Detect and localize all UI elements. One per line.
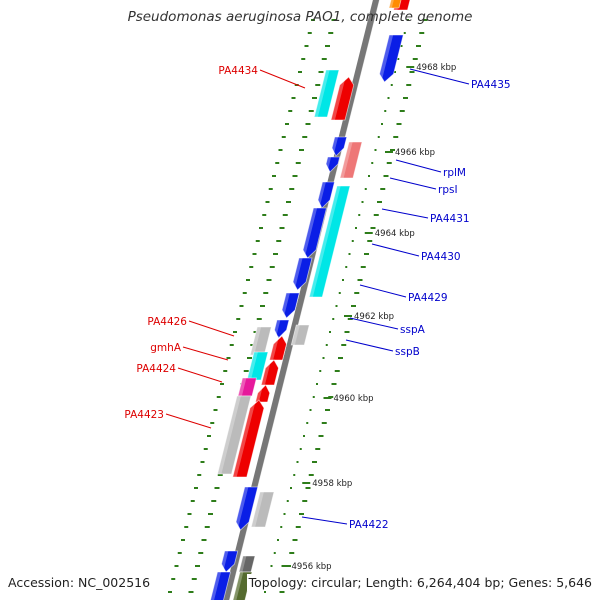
feature-blue-e-highlight — [219, 551, 229, 572]
leader-line — [345, 339, 394, 352]
feature-pa4424-highlight — [238, 378, 247, 396]
feature-pa4429-highlight — [280, 293, 290, 318]
feature-pa4434-highlight — [331, 77, 346, 120]
feature-pa4422[interactable] — [250, 491, 275, 528]
feature-red-b-highlight — [261, 360, 272, 385]
map-title: Pseudomonas aeruginosa PAO1, complete ge… — [127, 9, 473, 25]
feature-labels: PA4435 rplM rpsI PA4431 PA4430 PA4429 sspA sspB… — [124, 65, 510, 531]
gene-label-rpsi[interactable]: rpsI — [438, 184, 458, 196]
feature-pa4430[interactable] — [308, 185, 351, 298]
gene-label-pa4435[interactable]: PA4435 — [471, 79, 511, 91]
leader-line — [188, 320, 235, 337]
scale-tick-label: 4962 kbp — [354, 312, 394, 322]
feature-blue-b[interactable] — [325, 156, 341, 173]
feature-pa4435[interactable] — [379, 34, 404, 83]
gene-label-pa4424[interactable]: PA4424 — [136, 363, 176, 375]
leader-line — [395, 159, 442, 173]
leader-line — [349, 317, 399, 330]
leader-line — [182, 346, 229, 361]
feature-gmha-highlight — [247, 352, 258, 380]
feature-blue-f-highlight — [210, 572, 222, 600]
label-leaders — [165, 68, 470, 525]
gene-label-sspa[interactable]: sspA — [400, 324, 426, 336]
feature-blue-a[interactable] — [331, 136, 348, 157]
feature-pa4424[interactable] — [237, 377, 258, 397]
feature-olive-highlight — [233, 572, 244, 600]
feature-red-pa4423[interactable] — [232, 399, 265, 478]
leader-line — [389, 177, 437, 190]
feature-sspa[interactable] — [274, 319, 290, 339]
leader-line — [259, 69, 306, 89]
leader-line — [165, 413, 212, 429]
feature-blue-f[interactable] — [210, 571, 232, 600]
feature-rplm-rpsi[interactable] — [339, 141, 363, 179]
feature-blue-a-highlight — [330, 137, 339, 156]
scale-tick-label: 4968 kbp — [416, 63, 456, 73]
feature-pa4422-blue[interactable] — [235, 486, 259, 531]
scale-tick-label: 4964 kbp — [375, 229, 415, 239]
scale-tick-label: 4960 kbp — [334, 394, 374, 404]
feature-pa4430-highlight — [309, 186, 341, 297]
leader-line — [409, 68, 470, 85]
gene-label-pa4431[interactable]: PA4431 — [430, 213, 470, 225]
feature-blue-pa4431-highlight — [301, 208, 318, 258]
feature-red-c[interactable] — [254, 384, 271, 403]
leader-line — [177, 367, 223, 383]
feature-rplm-rpsi-highlight — [340, 142, 353, 178]
feature-blue-c[interactable] — [317, 181, 336, 209]
feature-blue-d[interactable] — [292, 257, 313, 291]
leader-line — [301, 516, 348, 525]
scale-tick-label: 4958 kbp — [312, 479, 352, 489]
feature-sspb-highlight — [291, 325, 300, 345]
feature-pa4434[interactable] — [330, 76, 355, 121]
feature-sspb[interactable] — [290, 324, 310, 346]
feature-red-a-highlight — [269, 336, 280, 360]
feature-blue-pa4431[interactable] — [302, 207, 328, 259]
genome-summary-text: Topology: circular; Length: 6,264,404 bp… — [246, 574, 594, 591]
feature-red-b[interactable] — [260, 359, 279, 386]
gc-track-4 — [264, 19, 409, 593]
leader-line — [359, 284, 407, 298]
leader-line — [371, 243, 420, 257]
feature-cyan-pa4434-highlight — [314, 70, 330, 117]
gene-label-pa4430[interactable]: PA4430 — [421, 251, 461, 263]
gene-label-gmha[interactable]: gmhA — [150, 342, 182, 354]
feature-blue-c-highlight — [316, 182, 326, 208]
scale-tick-label: 4956 kbp — [292, 562, 332, 572]
feature-dark-gray-highlight — [239, 556, 247, 572]
feature-blue-b-highlight — [324, 157, 332, 172]
gene-label-pa4426[interactable]: PA4426 — [147, 316, 187, 328]
feature-pa4422-highlight — [251, 492, 264, 527]
feature-red-pa4423-highlight — [232, 400, 256, 477]
feature-top-orange[interactable] — [388, 0, 404, 9]
gene-label-sspb[interactable]: sspB — [395, 346, 420, 358]
feature-pa4423-highlight — [217, 396, 241, 474]
feature-blue-d-highlight — [291, 258, 303, 290]
feature-sspa-highlight — [272, 320, 281, 338]
gene-label-pa4434[interactable]: PA4434 — [218, 65, 258, 77]
feature-pa4435-highlight — [377, 35, 394, 82]
feature-tracks — [210, 0, 411, 600]
gene-label-pa4423[interactable]: PA4423 — [124, 409, 164, 421]
feature-pa4422-blue-highlight — [234, 487, 249, 530]
feature-top-orange-highlight — [389, 0, 394, 8]
feature-pa4423[interactable] — [216, 395, 252, 475]
gene-label-pa4429[interactable]: PA4429 — [408, 292, 448, 304]
scale-ticks: 4968 kbp 4966 kbp 4964 kbp 4962 kbp 4960 kbp… — [281, 63, 456, 572]
feature-blue-e[interactable] — [221, 550, 239, 573]
feature-cyan-pa4434[interactable] — [313, 69, 340, 118]
feature-gmha[interactable] — [246, 351, 269, 381]
feature-pa4426-highlight — [250, 327, 262, 355]
gene-label-pa4422[interactable]: PA4422 — [349, 519, 389, 531]
feature-red-c-highlight — [255, 385, 264, 402]
accession-text: Accession: NC_002516 — [6, 574, 153, 591]
gene-label-rplm[interactable]: rplM — [443, 167, 466, 179]
feature-pa4429[interactable] — [281, 292, 300, 319]
leader-line — [381, 208, 429, 219]
scale-tick-label: 4966 kbp — [395, 148, 435, 158]
feature-red-a[interactable] — [268, 335, 287, 361]
